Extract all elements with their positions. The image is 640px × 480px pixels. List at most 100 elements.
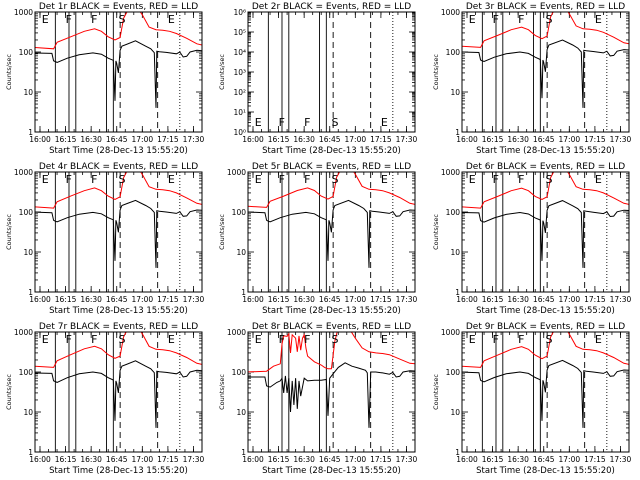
y-tick-label: 1000 bbox=[441, 328, 460, 337]
x-tick-label: 16:00 bbox=[456, 135, 478, 144]
y-axis: 1 10 100 1000 bbox=[441, 8, 629, 137]
y-tick-label: 10⁵ bbox=[233, 28, 246, 37]
event-lines bbox=[481, 332, 608, 452]
x-tick-label: 16:15 bbox=[55, 455, 77, 464]
plot-frame bbox=[34, 171, 203, 293]
y-axis-label: Counts/sec bbox=[218, 214, 226, 250]
y-tick-label: 1 bbox=[241, 288, 246, 297]
panel-7: Det 7r BLACK = Events, RED = LLD 1 10 100 10… bbox=[5, 322, 205, 476]
marker-f: F bbox=[304, 173, 310, 186]
x-tick-label: 16:00 bbox=[29, 455, 51, 464]
marker-f: F bbox=[279, 116, 285, 129]
x-axis-label: Start Time (28-Dec-13 15:55:20) bbox=[476, 466, 615, 476]
panel-title: Det 1r BLACK = Events, RED = LLD bbox=[39, 2, 198, 12]
plot-frame bbox=[247, 171, 416, 293]
x-tick-label: 17:30 bbox=[183, 455, 205, 464]
x-tick-label: 17:15 bbox=[584, 455, 606, 464]
panel-title: Det 7r BLACK = Events, RED = LLD bbox=[39, 322, 198, 332]
marker-f: F bbox=[518, 173, 524, 186]
series-events-line bbox=[35, 360, 202, 428]
y-axis-label: Counts/sec bbox=[432, 374, 440, 410]
panel-title: Det 2r BLACK = Events, RED = LLD bbox=[252, 2, 411, 12]
panel-title: Det 9r BLACK = Events, RED = LLD bbox=[466, 322, 625, 332]
marker-e: E bbox=[381, 333, 388, 346]
series-events-line bbox=[35, 199, 202, 268]
marker-s: S bbox=[118, 333, 125, 346]
marker-e: E bbox=[255, 333, 262, 346]
y-axis: 1 10 100 1000 bbox=[14, 8, 202, 137]
y-axis: 1 10 100 1000 bbox=[227, 328, 415, 457]
y-tick-label: 10 bbox=[23, 88, 33, 97]
x-axis-label: Start Time (28-Dec-13 15:55:20) bbox=[49, 306, 188, 316]
y-tick-label: 100 bbox=[446, 48, 461, 57]
series-lld-line bbox=[248, 172, 415, 208]
x-axis-label: Start Time (28-Dec-13 15:55:20) bbox=[49, 146, 188, 156]
x-axis: 16:00 16:15 16:30 16:45 17:00 17:15 17:30 bbox=[29, 332, 205, 464]
x-axis: 16:00 16:15 16:30 16:45 17:00 17:15 17:30 bbox=[242, 172, 418, 304]
y-tick-label: 10⁶ bbox=[233, 8, 246, 17]
y-axis-label: Counts/sec bbox=[218, 374, 226, 410]
panel-3: Det 3r BLACK = Events, RED = LLD 1 10 100 10… bbox=[432, 2, 632, 156]
x-tick-label: 16:15 bbox=[268, 135, 290, 144]
x-tick-label: 17:30 bbox=[610, 135, 632, 144]
x-tick-label: 17:30 bbox=[396, 455, 418, 464]
marker-f: F bbox=[91, 13, 97, 26]
panel-5: Det 5r BLACK = Events, RED = LLD 1 10 100 10… bbox=[218, 162, 418, 316]
event-lines bbox=[54, 332, 181, 452]
marker-e: E bbox=[42, 13, 49, 26]
marker-e: E bbox=[168, 13, 175, 26]
y-tick-label: 100 bbox=[19, 208, 34, 217]
x-tick-label: 16:15 bbox=[268, 455, 290, 464]
x-tick-label: 17:30 bbox=[610, 455, 632, 464]
y-tick-label: 10⁰ bbox=[233, 128, 246, 137]
marker-e: E bbox=[168, 173, 175, 186]
series-lld-line bbox=[248, 332, 415, 373]
marker-f: F bbox=[304, 116, 310, 129]
marker-e: E bbox=[469, 333, 476, 346]
series-events-line bbox=[462, 200, 629, 268]
y-tick-label: 1 bbox=[28, 128, 33, 137]
marker-f: F bbox=[91, 173, 97, 186]
marker-s: S bbox=[331, 116, 338, 129]
marker-f: F bbox=[493, 333, 499, 346]
marker-f: F bbox=[493, 13, 499, 26]
y-tick-label: 10⁴ bbox=[233, 48, 246, 57]
x-tick-label: 17:30 bbox=[183, 135, 205, 144]
y-axis: 1 10 100 1000 bbox=[441, 168, 629, 297]
panel-title: Det 6r BLACK = Events, RED = LLD bbox=[466, 162, 625, 172]
x-tick-label: 17:15 bbox=[157, 135, 179, 144]
marker-f: F bbox=[66, 173, 72, 186]
event-lines bbox=[481, 172, 608, 292]
x-tick-label: 17:30 bbox=[183, 295, 205, 304]
panel-4: Det 4r BLACK = Events, RED = LLD 1 10 100 10… bbox=[5, 162, 205, 316]
x-tick-label: 17:00 bbox=[132, 135, 154, 144]
panel-2: Det 2r BLACK = Events, RED = LLD 10⁰ 10¹ 10… bbox=[218, 2, 418, 156]
y-tick-label: 10 bbox=[23, 408, 33, 417]
x-tick-label: 16:45 bbox=[319, 135, 341, 144]
y-tick-label: 1 bbox=[455, 448, 460, 457]
marker-e: E bbox=[255, 116, 262, 129]
y-axis-label: Counts/sec bbox=[5, 214, 13, 250]
marker-f: F bbox=[91, 333, 97, 346]
x-tick-label: 17:15 bbox=[370, 455, 392, 464]
x-axis: 16:00 16:15 16:30 16:45 17:00 17:15 17:30 bbox=[242, 332, 418, 464]
x-tick-label: 17:00 bbox=[132, 295, 154, 304]
y-tick-label: 10³ bbox=[233, 68, 246, 77]
y-tick-label: 1000 bbox=[227, 168, 246, 177]
x-tick-label: 16:45 bbox=[319, 455, 341, 464]
series-lld-line bbox=[35, 172, 202, 209]
x-tick-label: 17:15 bbox=[584, 295, 606, 304]
panel-title: Det 4r BLACK = Events, RED = LLD bbox=[39, 162, 198, 172]
x-tick-label: 17:30 bbox=[610, 295, 632, 304]
x-tick-label: 17:00 bbox=[559, 455, 581, 464]
x-tick-label: 16:15 bbox=[268, 295, 290, 304]
x-tick-label: 17:00 bbox=[345, 135, 367, 144]
x-axis-label: Start Time (28-Dec-13 15:55:20) bbox=[49, 466, 188, 476]
plot-frame bbox=[247, 11, 416, 133]
marker-e: E bbox=[595, 333, 602, 346]
x-tick-label: 17:00 bbox=[345, 295, 367, 304]
y-tick-label: 10 bbox=[236, 248, 246, 257]
y-axis-label: Counts/sec bbox=[432, 54, 440, 90]
x-tick-label: 16:30 bbox=[80, 135, 102, 144]
